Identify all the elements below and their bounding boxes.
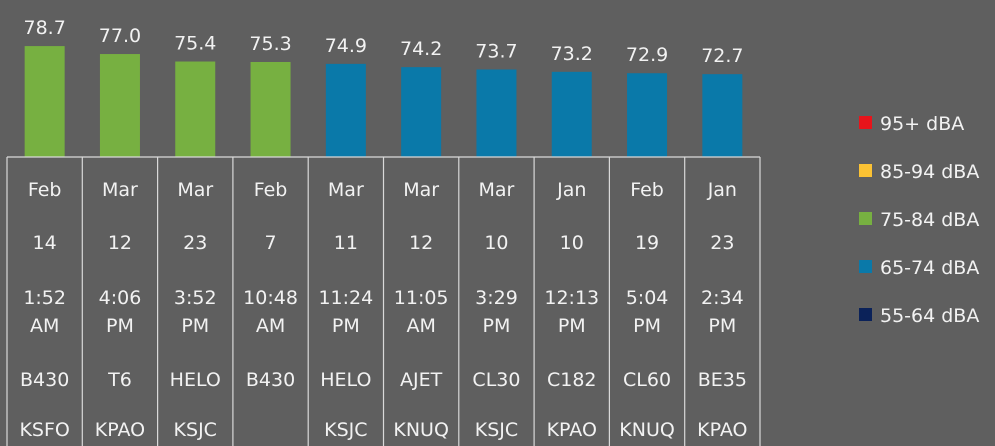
- table-cell: Mar: [478, 179, 515, 201]
- table-cell: AJET: [400, 369, 443, 391]
- legend-swatch: [859, 164, 872, 177]
- table-cell: 19: [634, 232, 660, 254]
- table-cell: Feb: [630, 179, 664, 201]
- table-cell: Feb: [253, 179, 288, 201]
- value-label: 75.3: [249, 33, 291, 55]
- table-cell: 12: [107, 232, 133, 254]
- table-cell: KSJC: [324, 419, 368, 441]
- bar: [24, 46, 65, 157]
- bar: [99, 54, 140, 157]
- table-cell: C182: [546, 369, 597, 391]
- table-cell: Jan: [557, 179, 587, 201]
- table-cell: 11:24 PM: [318, 287, 374, 337]
- table-cell: HELO: [169, 369, 221, 391]
- table-cell: 23: [710, 232, 735, 254]
- bar: [401, 67, 442, 157]
- table-cell: Mar: [327, 179, 364, 201]
- table-cell: 1:52 AM: [23, 287, 66, 337]
- value-label: 78.7: [23, 17, 65, 39]
- table-cell: B430: [19, 369, 70, 391]
- bar: [551, 71, 592, 157]
- table-cell: 12: [409, 232, 434, 254]
- table-cell: T6: [108, 369, 132, 391]
- table-cell: 10: [484, 232, 509, 254]
- table-cell: KPAO: [94, 419, 146, 441]
- value-label: 74.9: [325, 35, 367, 57]
- table-cell: Mar: [403, 179, 440, 201]
- table-cell: 4:06 PM: [98, 287, 142, 337]
- table-cell: BE35: [697, 369, 747, 391]
- table-cell: KNUQ: [393, 419, 449, 441]
- value-label: 73.7: [475, 40, 517, 62]
- table-cell: Mar: [177, 179, 214, 201]
- table-cell: 10: [559, 232, 584, 254]
- table-cell: Feb: [27, 179, 62, 201]
- table-cell: KSFO: [19, 419, 70, 441]
- value-label: 77.0: [99, 25, 141, 47]
- table-cell: KPAO: [546, 419, 597, 441]
- legend-label: 85-94 dBA: [880, 161, 979, 183]
- table-cell: 2:34 PM: [701, 287, 744, 337]
- bar: [175, 61, 216, 157]
- table-cell: Jan: [707, 179, 737, 201]
- legend-swatch: [859, 260, 872, 273]
- legend-swatch: [859, 212, 872, 225]
- table-cell: 7: [264, 232, 277, 254]
- legend-label: 55-64 dBA: [880, 305, 979, 327]
- value-label: 73.2: [551, 43, 593, 65]
- table-cell: CL60: [623, 369, 672, 391]
- bar: [627, 73, 668, 157]
- value-label: 72.9: [626, 44, 668, 66]
- table-cell: KSJC: [474, 419, 519, 441]
- table-cell: 11:05 AM: [393, 287, 449, 337]
- bar: [325, 63, 366, 158]
- table-cell: 10:48 AM: [243, 287, 298, 337]
- legend-swatch: [859, 308, 872, 321]
- table-cell: 12:13 PM: [544, 287, 600, 337]
- legend-swatch: [859, 116, 872, 129]
- table-cell: B430: [245, 369, 296, 391]
- bar: [702, 74, 743, 157]
- legend-label: 65-74 dBA: [880, 257, 979, 279]
- legend-label: 75-84 dBA: [880, 209, 979, 231]
- table-cell: KNUQ: [619, 419, 675, 441]
- table-cell: 5:04 PM: [625, 287, 669, 337]
- table-cell: 3:52 PM: [173, 287, 217, 337]
- table-cell: 3:29 PM: [475, 287, 518, 337]
- value-label: 74.2: [400, 38, 442, 60]
- table-cell: Mar: [102, 179, 138, 201]
- table-cell: 14: [32, 232, 57, 254]
- table-cell: 11: [333, 232, 358, 254]
- table-cell: 23: [183, 232, 208, 254]
- bar: [476, 69, 517, 157]
- table-cell: KPAO: [697, 419, 748, 441]
- table-cell: CL30: [472, 369, 521, 391]
- bar: [250, 61, 291, 157]
- table-cell: HELO: [320, 369, 372, 391]
- value-label: 75.4: [174, 33, 216, 55]
- legend-label: 95+ dBA: [880, 113, 964, 135]
- table-cell: KSJC: [173, 419, 217, 441]
- value-label: 72.7: [701, 45, 743, 67]
